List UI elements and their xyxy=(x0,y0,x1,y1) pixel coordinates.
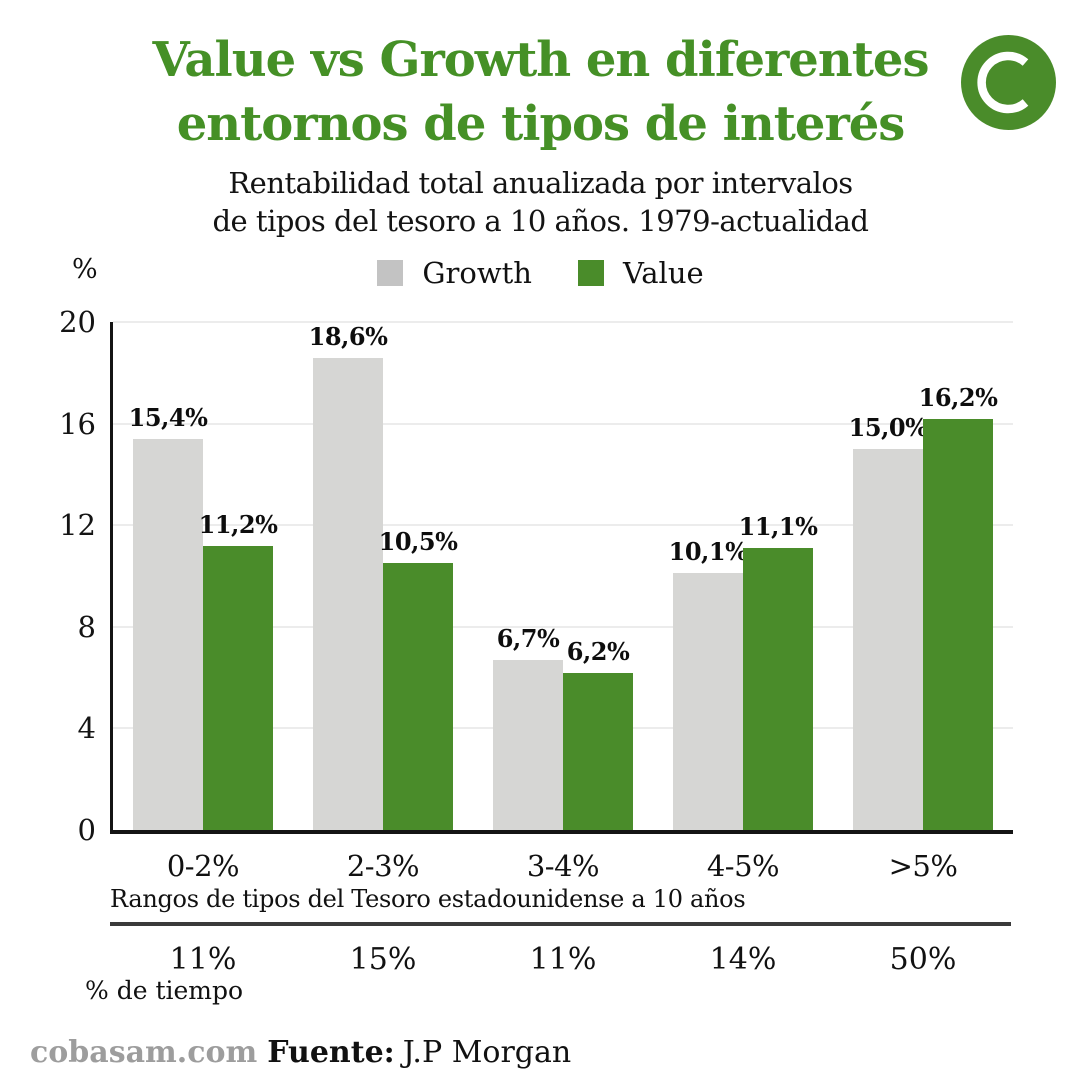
y-axis-ticks: 0 4 8 12 16 20 xyxy=(24,305,96,847)
chart-legend: Growth Value xyxy=(0,256,1081,290)
y-tick-label-0: 0 xyxy=(77,813,96,847)
bar-growth-4-5%: 10,1% xyxy=(669,537,748,830)
chart-subtitle: Rentabilidad total anualizada por interv… xyxy=(0,164,1081,240)
bar-value-label-value-0-2%: 11,2% xyxy=(198,509,278,539)
bar-value-label-growth->5%: 15,0% xyxy=(848,413,928,442)
legend-swatch-growth-icon xyxy=(377,260,404,286)
plot-area: 15,4% 11,2% 18,6% 10,5% 6,7% 6,2% 10,1% 11,1% 15… xyxy=(110,321,1013,834)
page-title-line2: entornos de tipos de interés xyxy=(176,96,906,152)
bar-value-3-4%: 6,2% xyxy=(563,637,633,830)
table-divider xyxy=(110,922,1011,926)
bar-growth-3-4%: 6,7% xyxy=(493,624,563,830)
bar-value->5%: 16,2% xyxy=(919,383,998,830)
y-tick-label-12: 12 xyxy=(59,508,96,543)
page-title-line1: Value vs Growth en diferentes xyxy=(152,32,930,88)
x-axis-category-labels: 0-2% 2-3% 3-4% 4-5% >5% xyxy=(113,849,1013,883)
cobas-logo xyxy=(961,35,1056,130)
y-tick-label-8: 8 xyxy=(77,609,96,644)
bar-group->5%: 15,0% 16,2% xyxy=(833,322,1013,830)
bar-value-label-growth-2-3%: 18,6% xyxy=(308,321,388,351)
bar-value-label-growth-0-2%: 15,4% xyxy=(128,402,208,432)
legend-swatch-value-icon xyxy=(577,260,604,286)
time-share-row: 11% 15% 11% 14% 50% xyxy=(113,942,1013,977)
bar-value-label-growth-4-5%: 10,1% xyxy=(668,537,748,567)
footer-source-label: Fuente: xyxy=(267,1035,395,1070)
gridline-12 xyxy=(113,524,1013,527)
bar-growth-2-3%: 18,6% xyxy=(309,322,388,830)
time-share-value-3-4%: 11% xyxy=(529,942,597,977)
bar-groups: 15,4% 11,2% 18,6% 10,5% 6,7% 6,2% 10,1% 11,1% 15… xyxy=(113,322,1013,830)
bar-group-2-3%: 18,6% 10,5% xyxy=(293,322,473,830)
bar-group-3-4%: 6,7% 6,2% xyxy=(473,322,653,830)
time-share-value-2-3%: 15% xyxy=(349,942,417,977)
bar-growth-0-2%: 15,4% xyxy=(129,403,208,830)
gridline-8 xyxy=(113,625,1013,628)
x-category-label-2-3%: 2-3% xyxy=(346,849,420,883)
bar-value-label-growth-3-4%: 6,7% xyxy=(496,623,560,653)
y-tick-label-16: 16 xyxy=(59,406,96,441)
legend-item-growth: Growth xyxy=(377,256,532,290)
x-category-label-0-2%: 0-2% xyxy=(166,849,240,883)
chart-subtitle-line1: Rentabilidad total anualizada por interv… xyxy=(228,166,853,200)
bar-growth->5%: 15,0% xyxy=(849,413,928,830)
bar-value-label-value->5%: 16,2% xyxy=(918,382,998,412)
time-share-value->5%: 50% xyxy=(889,942,957,977)
logo-letter-c-icon xyxy=(977,51,1029,114)
bar-value-4-5%: 11,1% xyxy=(739,512,818,830)
y-tick-label-20: 20 xyxy=(59,305,96,339)
chart-subtitle-line2: de tipos del tesoro a 10 años. 1979-actu… xyxy=(212,204,869,238)
time-share-caption: % de tiempo xyxy=(85,976,244,1005)
x-axis-caption: Rangos de tipos del Tesoro estadounidens… xyxy=(110,885,746,913)
gridline-20 xyxy=(113,321,1013,323)
bar-value-label-value-3-4%: 6,2% xyxy=(566,636,630,666)
legend-item-value: Value xyxy=(577,256,704,290)
footer-site: cobasam.com xyxy=(30,1035,258,1070)
bar-group-0-2%: 15,4% 11,2% xyxy=(113,322,293,830)
bar-value-label-value-2-3%: 10,5% xyxy=(378,527,458,557)
bar-group-4-5%: 10,1% 11,1% xyxy=(653,322,833,830)
footer-source: J.P Morgan xyxy=(402,1035,572,1070)
bar-value-label-value-4-5%: 11,1% xyxy=(738,512,818,542)
bar-value-2-3%: 10,5% xyxy=(379,527,458,830)
x-category-label-3-4%: 3-4% xyxy=(526,849,600,883)
time-share-value-4-5%: 14% xyxy=(709,942,777,977)
legend-label-growth: Growth xyxy=(422,256,532,290)
time-share-value-0-2%: 11% xyxy=(169,942,237,977)
x-category-label->5%: >5% xyxy=(888,849,958,883)
legend-label-value: Value xyxy=(622,256,704,290)
y-axis-unit-label: % xyxy=(72,254,98,285)
x-category-label-4-5%: 4-5% xyxy=(706,849,780,883)
gridline-16 xyxy=(113,422,1013,425)
page-title: Value vs Growth en diferentes entornos d… xyxy=(0,28,1081,156)
y-tick-label-4: 4 xyxy=(77,711,96,746)
footer: cobasam.com Fuente: J.P Morgan xyxy=(30,1035,571,1070)
bar-value-0-2%: 11,2% xyxy=(199,510,278,830)
